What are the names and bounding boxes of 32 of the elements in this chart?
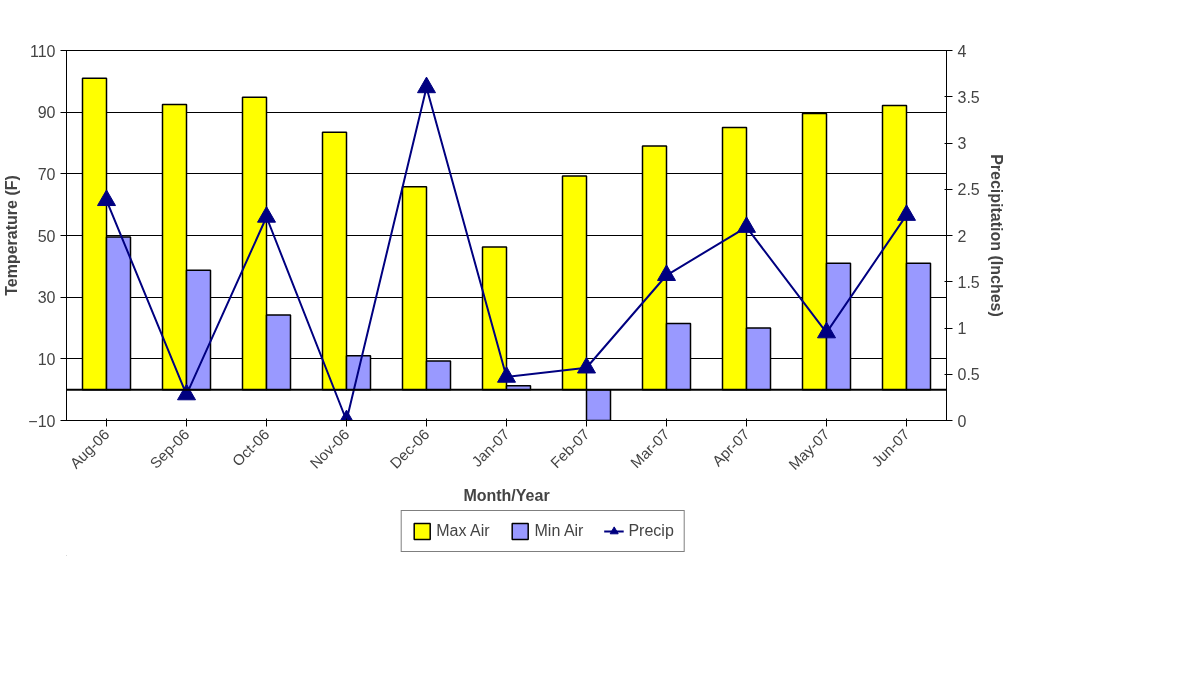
point <box>657 264 676 281</box>
y-tick-label: 30 <box>37 289 56 307</box>
point <box>817 321 836 339</box>
legend-label: Max Air <box>436 522 490 540</box>
y-tick-label: 10 <box>37 350 56 368</box>
y2-tick-label: 1 <box>957 320 967 337</box>
point <box>497 366 516 383</box>
y-tick-label: −10 <box>28 412 56 430</box>
x-axis-title: Month/Year <box>463 486 550 504</box>
y-tick-label: 70 <box>37 165 56 183</box>
y2-tick-label: 3.5 <box>957 88 980 106</box>
point <box>737 216 756 233</box>
y2-axis-title: Precipitation (Inches) <box>987 154 1005 317</box>
point <box>577 356 596 374</box>
point <box>257 206 276 223</box>
y-tick-label: 90 <box>37 104 56 122</box>
point <box>897 204 916 221</box>
y2-tick-label: 0 <box>957 412 967 430</box>
y-tick-label: 50 <box>37 227 56 245</box>
y-tick-label: 110 <box>29 42 56 60</box>
point <box>97 189 116 207</box>
point <box>177 383 196 401</box>
legend-label: Min Air <box>534 522 584 540</box>
y2-tick-label: 4 <box>957 42 967 60</box>
legend-label: Precip <box>628 522 674 540</box>
y2-tick-label: 1.5 <box>957 273 980 291</box>
point <box>417 76 436 94</box>
y2-tick-label: 3 <box>957 135 967 152</box>
y2-tick-label: 0.5 <box>957 366 980 384</box>
y2-tick-label: 2 <box>957 227 967 245</box>
y2-tick-label: 2.5 <box>957 181 980 199</box>
y-axis-title: Temperature (F) <box>3 175 21 296</box>
